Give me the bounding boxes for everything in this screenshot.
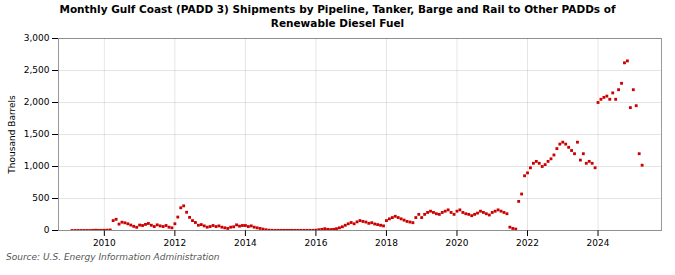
svg-text:2014: 2014 [234, 238, 257, 248]
svg-text:2010: 2010 [93, 238, 116, 248]
svg-text:2024: 2024 [587, 238, 610, 248]
svg-text:2,000: 2,000 [24, 98, 50, 108]
svg-text:2020: 2020 [446, 238, 469, 248]
svg-text:2022: 2022 [516, 238, 539, 248]
svg-text:2016: 2016 [304, 238, 327, 248]
svg-text:3,000: 3,000 [24, 34, 50, 44]
svg-text:2018: 2018 [375, 238, 398, 248]
svg-text:2,500: 2,500 [24, 66, 50, 76]
html-text:Monthly Gulf Coast (PADD 3) Sh: Monthly Gulf Coast (PADD 3) Shipments by… [59, 3, 616, 29]
svg-text:Thousand Barrels: Thousand Barrels [7, 95, 17, 175]
svg-text:500: 500 [32, 194, 49, 204]
svg-text:1,500: 1,500 [24, 130, 50, 140]
svg-text:1,000: 1,000 [24, 162, 50, 172]
svg-text:0: 0 [44, 226, 50, 236]
html-text:Source: U.S. Energy Informatio: Source: U.S. Energy Information Administ… [6, 252, 220, 263]
svg-text:2012: 2012 [163, 238, 186, 248]
